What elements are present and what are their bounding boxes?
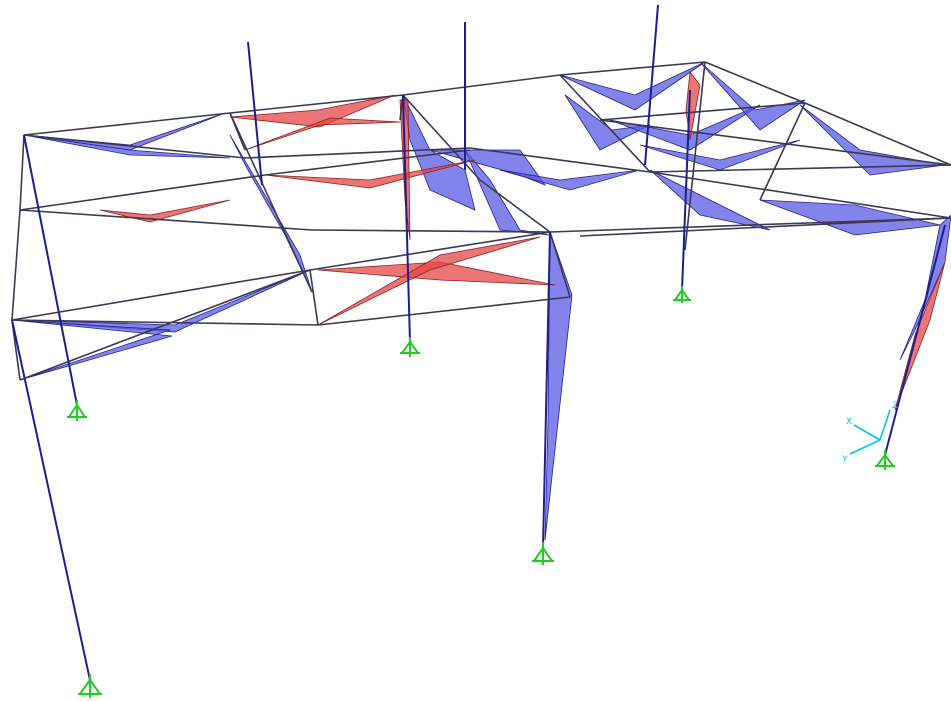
pin-support bbox=[67, 400, 87, 421]
moment-diagram-red bbox=[264, 159, 476, 189]
beam bbox=[23, 134, 246, 159]
axes-triad: X Y Z bbox=[841, 401, 898, 465]
beam bbox=[11, 269, 311, 321]
moment-diagram-blue bbox=[649, 169, 771, 231]
moment-diagram-red bbox=[99, 199, 231, 223]
axis-z-arrow bbox=[879, 409, 891, 441]
beam bbox=[684, 61, 706, 251]
beam bbox=[469, 147, 651, 173]
column bbox=[542, 231, 551, 549]
beam bbox=[549, 217, 951, 233]
beam bbox=[559, 61, 706, 76]
moment-diagram-red bbox=[894, 261, 946, 411]
beam bbox=[229, 94, 404, 114]
pin-support bbox=[78, 674, 102, 698]
moment-diagram-red bbox=[317, 261, 556, 286]
beam bbox=[309, 269, 319, 326]
beam bbox=[11, 209, 21, 321]
moment-diagram-blue bbox=[799, 104, 946, 176]
column bbox=[681, 89, 691, 291]
moment-diagram-red bbox=[317, 236, 541, 326]
moment-diagram-blue bbox=[699, 61, 806, 131]
beam bbox=[479, 179, 551, 233]
moment-diagram-blue bbox=[229, 134, 313, 293]
axis-y-label: Y bbox=[841, 455, 848, 465]
moment-diagram-blue bbox=[564, 94, 651, 151]
beam bbox=[804, 102, 951, 166]
beam bbox=[19, 209, 313, 231]
beam bbox=[264, 149, 471, 176]
beam bbox=[229, 112, 313, 293]
frame-columns bbox=[11, 4, 946, 681]
moment-diagram-blue bbox=[11, 319, 173, 381]
beam bbox=[549, 231, 571, 298]
beam bbox=[704, 61, 806, 104]
column-extension bbox=[644, 4, 659, 166]
supports bbox=[67, 286, 895, 698]
moment-diagram-blue bbox=[544, 231, 573, 541]
pin-support bbox=[400, 337, 420, 357]
axis-x-label: X bbox=[846, 417, 852, 427]
axis-z-label: Z bbox=[892, 401, 898, 411]
moment-diagram-blue bbox=[759, 199, 941, 236]
beam bbox=[579, 217, 951, 237]
beam bbox=[559, 74, 651, 173]
beam bbox=[759, 102, 806, 201]
column bbox=[23, 134, 78, 406]
moment-diagram-blue bbox=[609, 104, 761, 151]
axis-x-arrow bbox=[853, 424, 881, 441]
column bbox=[402, 94, 411, 343]
beam bbox=[309, 231, 551, 271]
beam bbox=[599, 119, 951, 166]
beam bbox=[19, 174, 266, 211]
column bbox=[884, 224, 946, 456]
beam bbox=[244, 147, 471, 159]
pin-support bbox=[532, 542, 554, 565]
axis-y-arrow bbox=[849, 439, 881, 455]
beam bbox=[649, 171, 951, 219]
moment-diagram-blue bbox=[23, 134, 231, 159]
moment-diagram-red bbox=[244, 117, 401, 151]
frame-beams bbox=[11, 61, 951, 381]
moment-diagram-blue bbox=[639, 139, 801, 171]
beam bbox=[317, 296, 571, 326]
beam bbox=[19, 134, 25, 211]
moment-diagrams bbox=[11, 61, 951, 541]
moment-diagram-red bbox=[229, 94, 396, 128]
beam bbox=[11, 319, 319, 326]
pin-support bbox=[875, 450, 895, 470]
moment-diagram-blue bbox=[899, 214, 951, 361]
beam bbox=[311, 229, 551, 233]
column bbox=[11, 319, 91, 681]
moment-diagrams-negative bbox=[99, 70, 946, 411]
column-extension bbox=[247, 41, 263, 186]
beam bbox=[599, 102, 806, 121]
pin-support bbox=[673, 286, 691, 303]
beam bbox=[402, 94, 481, 181]
beam bbox=[402, 74, 561, 96]
beam bbox=[649, 164, 951, 173]
beam bbox=[23, 112, 231, 136]
